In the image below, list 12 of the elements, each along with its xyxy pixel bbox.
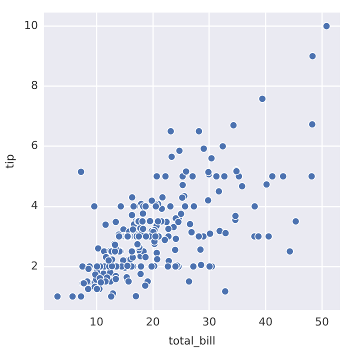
x-tick-label: 40 — [258, 315, 273, 328]
x-tick-label: 50 — [314, 315, 329, 328]
y-axis-title: tip — [3, 154, 16, 168]
y-tick-label: 2 — [31, 259, 38, 272]
y-tick-label: 6 — [31, 139, 38, 152]
y-tick-label: 4 — [31, 199, 38, 212]
x-tick-label: 30 — [202, 315, 216, 328]
y-tick-label: 10 — [24, 18, 38, 32]
y-tick-label: 8 — [31, 79, 38, 92]
x-tick-label: 20 — [146, 315, 160, 328]
x-axis-title: total_bill — [168, 334, 216, 348]
x-tick-label: 10 — [90, 315, 104, 328]
